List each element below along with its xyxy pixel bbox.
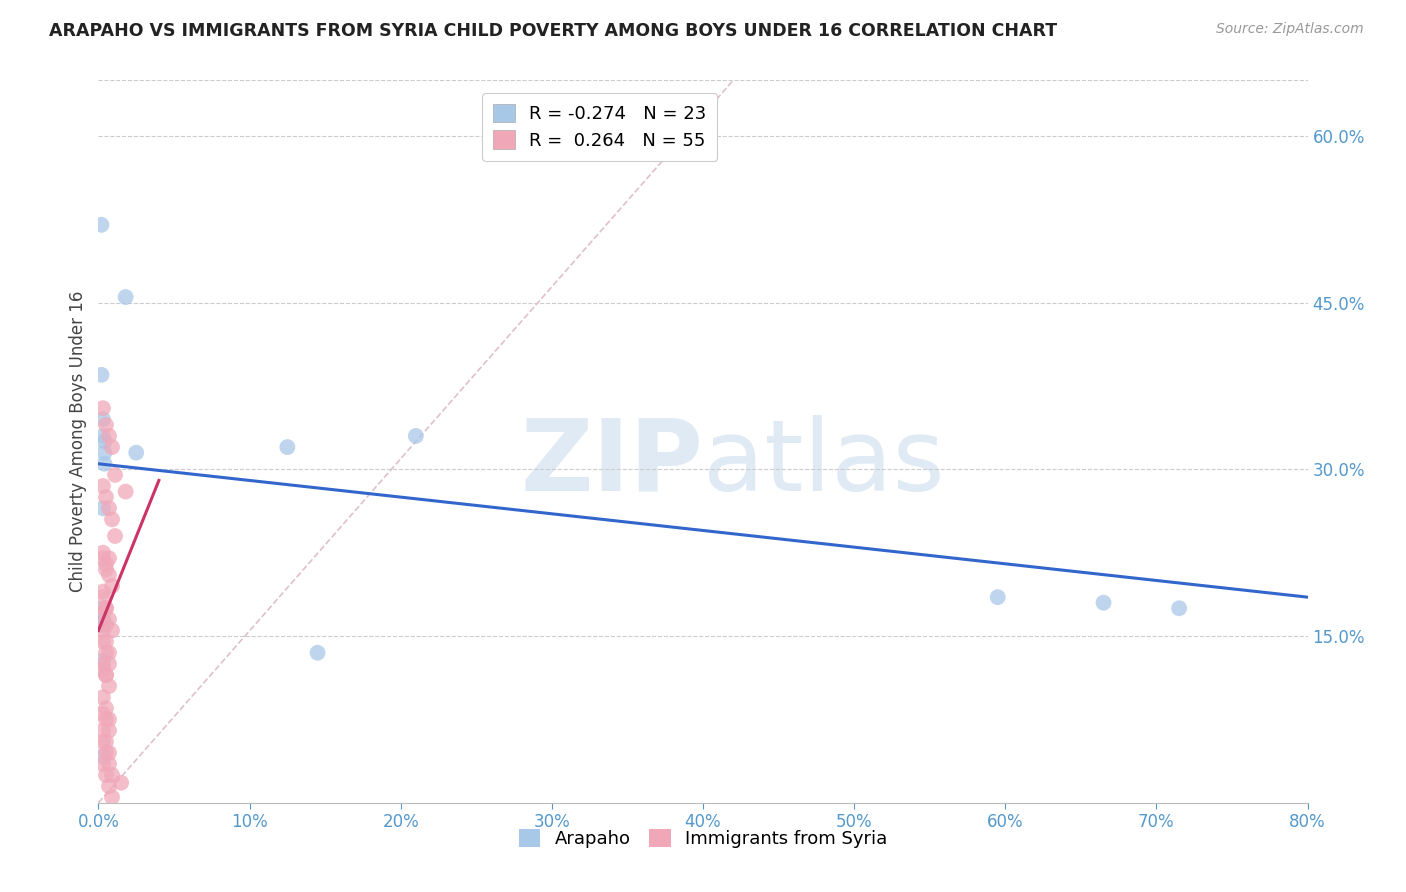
Point [91, 756, 114, 771]
Point [125, 445, 148, 459]
Point [98, 679, 121, 693]
Point [94, 601, 117, 615]
Point [91, 690, 114, 705]
Point [93, 434, 115, 449]
Point [91, 618, 114, 632]
Point [110, 776, 132, 790]
Point [91, 618, 114, 632]
Point [276, 440, 298, 454]
Point [91, 501, 114, 516]
Point [94, 734, 117, 748]
Point [114, 290, 136, 304]
Point [104, 467, 127, 482]
Point [91, 607, 114, 621]
Point [94, 668, 117, 682]
Point [98, 551, 121, 566]
Point [94, 668, 117, 682]
Point [91, 653, 114, 667]
Point [98, 612, 121, 626]
Text: Source: ZipAtlas.com: Source: ZipAtlas.com [1216, 22, 1364, 37]
Point [94, 562, 117, 576]
Point [1168, 601, 1191, 615]
Point [94, 746, 117, 760]
Point [98, 568, 121, 582]
Point [91, 590, 114, 604]
Point [101, 790, 124, 805]
Point [94, 618, 117, 632]
Point [98, 646, 121, 660]
Point [98, 713, 121, 727]
Point [91, 401, 114, 416]
Point [98, 657, 121, 671]
Point [91, 749, 114, 764]
Point [94, 490, 117, 504]
Point [98, 723, 121, 738]
Point [94, 557, 117, 571]
Point [91, 723, 114, 738]
Text: ARAPAHO VS IMMIGRANTS FROM SYRIA CHILD POVERTY AMONG BOYS UNDER 16 CORRELATION C: ARAPAHO VS IMMIGRANTS FROM SYRIA CHILD P… [49, 22, 1057, 40]
Y-axis label: Child Poverty Among Boys Under 16: Child Poverty Among Boys Under 16 [69, 291, 87, 592]
Point [90, 368, 112, 382]
Point [98, 779, 121, 793]
Point [93, 445, 115, 459]
Point [987, 590, 1010, 604]
Point [101, 440, 124, 454]
Point [91, 634, 114, 648]
Point [91, 734, 114, 748]
Point [91, 662, 114, 676]
Point [98, 501, 121, 516]
Point [101, 768, 124, 782]
Point [94, 646, 117, 660]
Point [91, 551, 114, 566]
Point [94, 634, 117, 648]
Legend: Arapaho, Immigrants from Syria: Arapaho, Immigrants from Syria [512, 822, 894, 855]
Point [94, 768, 117, 782]
Point [101, 512, 124, 526]
Text: ZIP: ZIP [520, 415, 703, 512]
Point [91, 546, 114, 560]
Point [101, 579, 124, 593]
Point [98, 429, 121, 443]
Point [405, 429, 427, 443]
Point [91, 584, 114, 599]
Point [94, 417, 117, 432]
Point [91, 657, 114, 671]
Point [307, 646, 329, 660]
Point [114, 484, 136, 499]
Point [91, 479, 114, 493]
Point [90, 218, 112, 232]
Text: atlas: atlas [703, 415, 945, 512]
Point [94, 701, 117, 715]
Point [93, 457, 115, 471]
Point [91, 624, 114, 638]
Point [91, 706, 114, 721]
Point [91, 429, 114, 443]
Point [94, 713, 117, 727]
Point [91, 412, 114, 426]
Point [104, 529, 127, 543]
Point [91, 601, 114, 615]
Point [94, 601, 117, 615]
Point [101, 624, 124, 638]
Point [91, 612, 114, 626]
Point [91, 612, 114, 626]
Point [1092, 596, 1115, 610]
Point [98, 746, 121, 760]
Point [98, 756, 121, 771]
